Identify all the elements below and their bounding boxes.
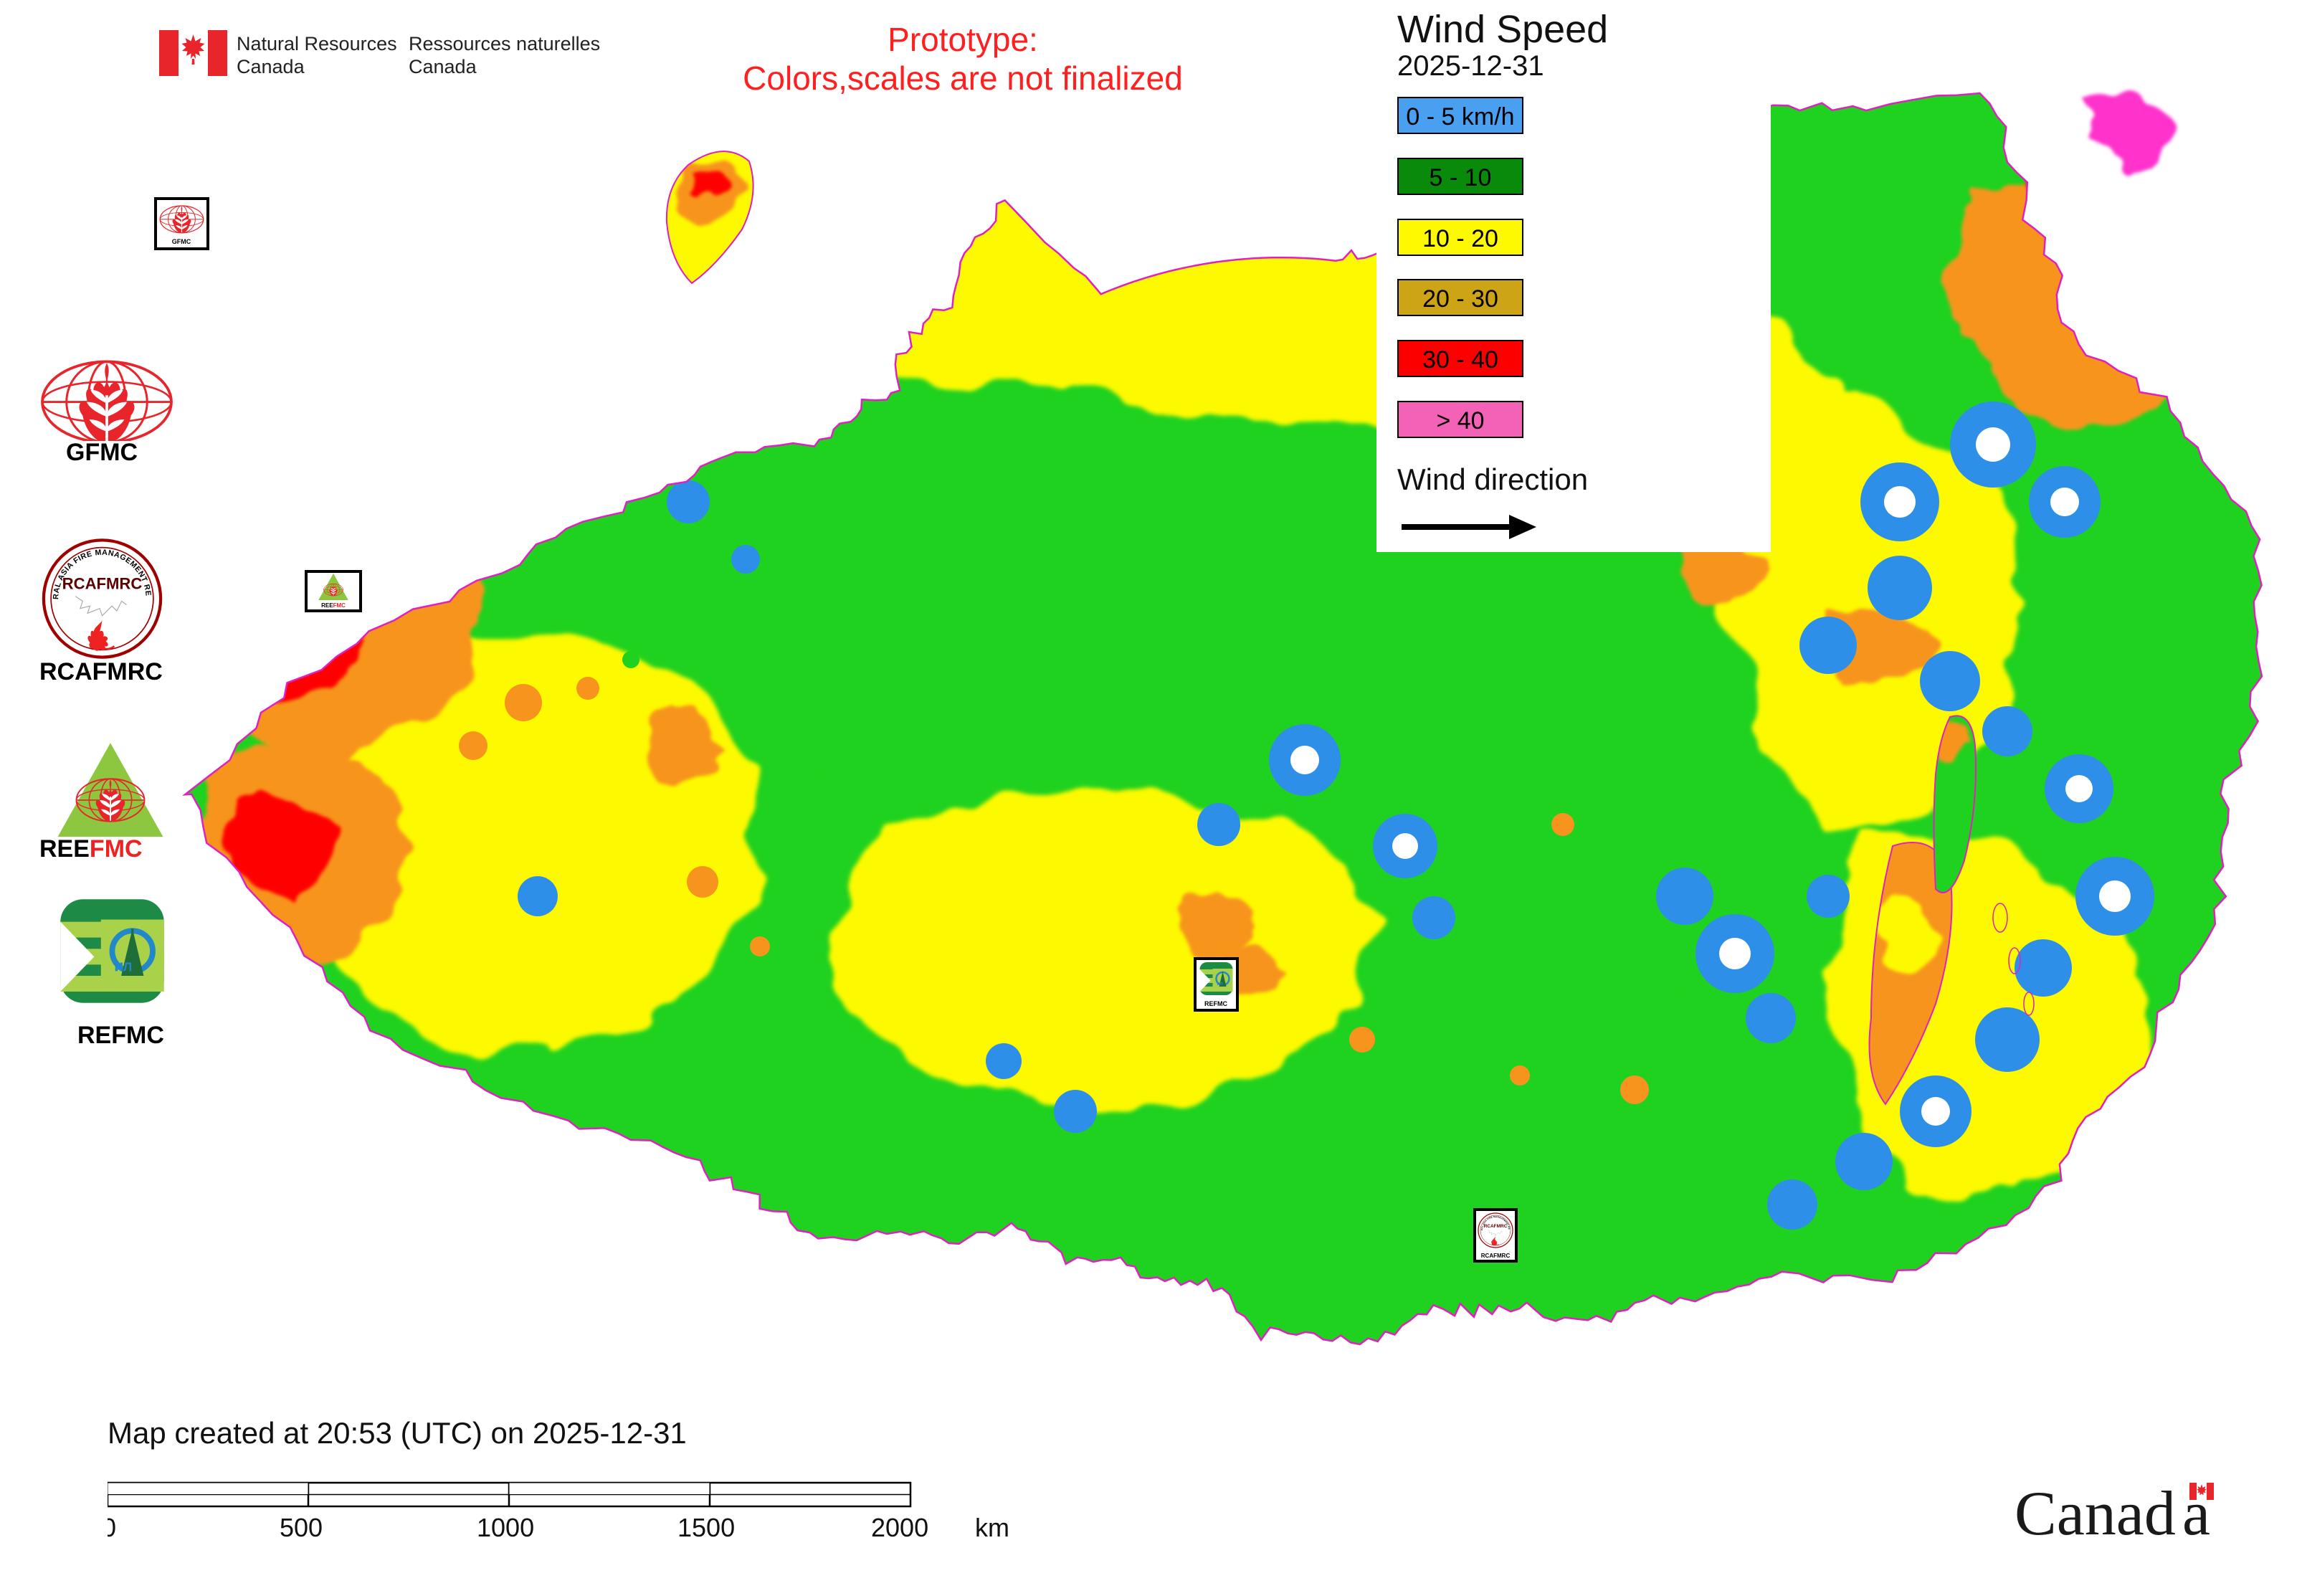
- svg-text:500: 500: [280, 1513, 323, 1542]
- svg-text:1000: 1000: [477, 1513, 534, 1542]
- svg-text:REFMC: REFMC: [1204, 1000, 1227, 1007]
- svg-text:1500: 1500: [677, 1513, 735, 1542]
- svg-text:RCAFMRC: RCAFMRC: [1481, 1253, 1511, 1259]
- svg-text:2000: 2000: [871, 1513, 928, 1542]
- svg-text:GFMC: GFMC: [172, 238, 191, 245]
- svg-text:REEFMC: REEFMC: [321, 602, 346, 609]
- svg-text:0: 0: [108, 1513, 116, 1542]
- svg-text:km: km: [975, 1513, 1009, 1542]
- svg-text:Canad: Canad: [2015, 1479, 2176, 1549]
